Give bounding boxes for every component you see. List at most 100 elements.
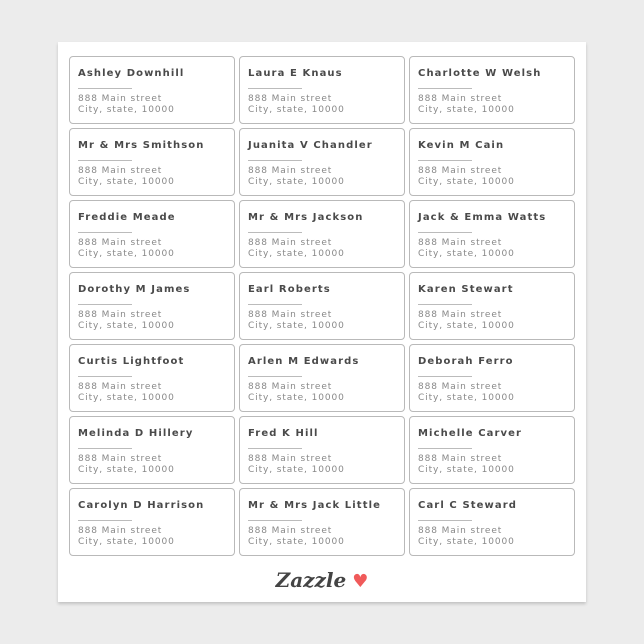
address-line-1: 888 Main street [78,166,163,176]
address-line-1: 888 Main street [78,526,163,536]
divider [248,376,302,377]
address-line-2: City, state, 10000 [78,393,175,403]
recipient-name: Mr & Mrs Jackson [248,212,364,223]
address-label: Arlen M Edwards 888 Main street City, stat… [239,344,405,412]
address-line-1: 888 Main street [248,526,333,536]
recipient-name: Charlotte W Welsh [418,68,542,79]
divider [248,448,302,449]
address-label: Mr & Mrs Jackson 888 Main street City, sta… [239,200,405,268]
recipient-name: Jack & Emma Watts [418,212,547,223]
address-line-2: City, state, 10000 [418,537,515,547]
label-sheet: Ashley Downhill 888 Main street City, stat… [58,42,586,602]
divider [418,88,472,89]
recipient-name: Michelle Carver [418,428,523,439]
recipient-name: Dorothy M James [78,284,191,295]
address-line-2: City, state, 10000 [78,537,175,547]
address-line-1: 888 Main street [78,310,163,320]
address-label: Carolyn D Harrison 888 Main street City, s… [69,488,235,556]
address-label: Mr & Mrs Jack Little 888 Main street City,… [239,488,405,556]
divider [418,520,472,521]
address-line-1: 888 Main street [78,382,163,392]
address-line-2: City, state, 10000 [248,537,345,547]
address-line-1: 888 Main street [248,382,333,392]
address-label: Ashley Downhill 888 Main street City, stat… [69,56,235,124]
recipient-name: Carl C Steward [418,500,517,511]
divider [78,160,132,161]
address-line-1: 888 Main street [418,382,503,392]
address-line-1: 888 Main street [248,454,333,464]
divider [248,520,302,521]
address-line-2: City, state, 10000 [248,249,345,259]
address-label: Dorothy M James 888 Main street City, stat… [69,272,235,340]
heart-icon: ♥ [352,571,369,592]
address-line-2: City, state, 10000 [248,105,345,115]
address-label: Laura E Knaus 888 Main street City, state,… [239,56,405,124]
label-grid: Ashley Downhill 888 Main street City, stat… [69,56,575,556]
recipient-name: Juanita V Chandler [248,140,373,151]
address-label: Deborah Ferro 888 Main street City, state,… [409,344,575,412]
address-label: Curtis Lightfoot 888 Main street City, sta… [69,344,235,412]
recipient-name: Curtis Lightfoot [78,356,185,367]
divider [248,232,302,233]
divider [78,88,132,89]
divider [418,448,472,449]
address-line-1: 888 Main street [418,94,503,104]
address-line-1: 888 Main street [78,94,163,104]
address-label: Karen Stewart 888 Main street City, state,… [409,272,575,340]
recipient-name: Mr & Mrs Jack Little [248,500,381,511]
address-label: Melinda D Hillery 888 Main street City, st… [69,416,235,484]
divider [248,304,302,305]
address-line-2: City, state, 10000 [418,177,515,187]
recipient-name: Laura E Knaus [248,68,343,79]
address-line-1: 888 Main street [78,238,163,248]
address-label: Mr & Mrs Smithson 888 Main street City, st… [69,128,235,196]
divider [78,448,132,449]
address-line-2: City, state, 10000 [418,393,515,403]
address-line-1: 888 Main street [248,94,333,104]
address-label: Michelle Carver 888 Main street City, stat… [409,416,575,484]
recipient-name: Arlen M Edwards [248,356,360,367]
address-line-2: City, state, 10000 [78,177,175,187]
address-line-2: City, state, 10000 [418,465,515,475]
recipient-name: Earl Roberts [248,284,331,295]
recipient-name: Kevin M Cain [418,140,505,151]
brand-name: Zazzle [275,568,347,592]
divider [248,88,302,89]
divider [418,160,472,161]
address-line-1: 888 Main street [418,238,503,248]
divider [418,232,472,233]
divider [78,376,132,377]
address-label: Kevin M Cain 888 Main street City, state, … [409,128,575,196]
address-line-2: City, state, 10000 [418,321,515,331]
divider [418,376,472,377]
divider [78,520,132,521]
brand-logo: Zazzle ♥ [58,568,586,592]
recipient-name: Carolyn D Harrison [78,500,205,511]
recipient-name: Freddie Meade [78,212,176,223]
address-line-2: City, state, 10000 [418,105,515,115]
address-line-2: City, state, 10000 [78,249,175,259]
address-line-2: City, state, 10000 [78,321,175,331]
recipient-name: Ashley Downhill [78,68,185,79]
recipient-name: Deborah Ferro [418,356,514,367]
address-line-1: 888 Main street [248,238,333,248]
address-line-1: 888 Main street [248,310,333,320]
address-label: Fred K Hill 888 Main street City, state, 1… [239,416,405,484]
address-label: Jack & Emma Watts 888 Main street City, st… [409,200,575,268]
address-line-2: City, state, 10000 [248,177,345,187]
address-line-2: City, state, 10000 [418,249,515,259]
address-label: Carl C Steward 888 Main street City, state… [409,488,575,556]
address-line-1: 888 Main street [248,166,333,176]
divider [78,304,132,305]
address-line-1: 888 Main street [78,454,163,464]
address-line-1: 888 Main street [418,526,503,536]
address-line-2: City, state, 10000 [248,465,345,475]
divider [78,232,132,233]
recipient-name: Melinda D Hillery [78,428,194,439]
recipient-name: Mr & Mrs Smithson [78,140,205,151]
address-line-2: City, state, 10000 [248,393,345,403]
address-line-2: City, state, 10000 [248,321,345,331]
address-label: Charlotte W Welsh 888 Main street City, st… [409,56,575,124]
recipient-name: Fred K Hill [248,428,319,439]
address-line-1: 888 Main street [418,310,503,320]
